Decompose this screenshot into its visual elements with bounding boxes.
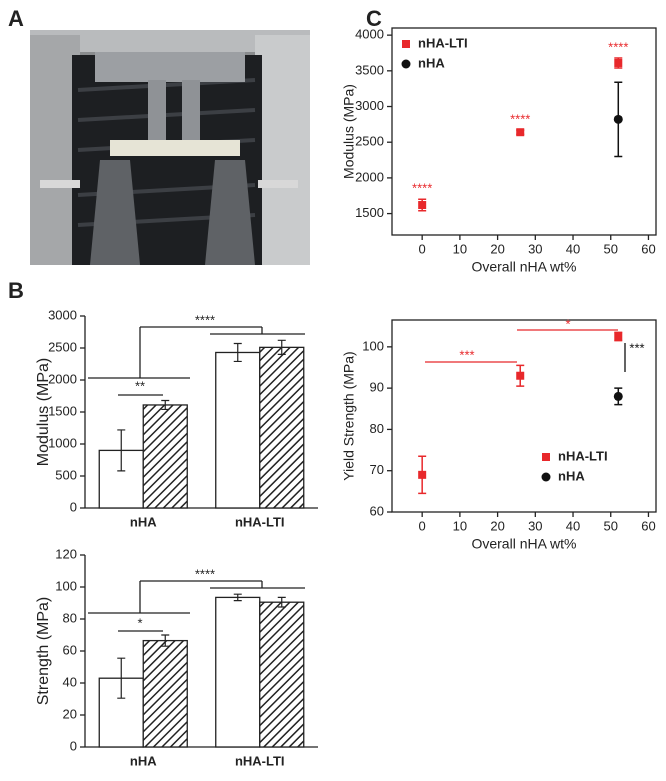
x-axis-label: Overall nHA wt% <box>471 536 576 552</box>
legend-marker <box>402 40 410 48</box>
significance: *** <box>629 340 644 355</box>
x-tick-label: 60 <box>641 518 655 533</box>
y-axis-label: Modulus (MPa) <box>35 358 52 466</box>
y-tick-label: 100 <box>362 338 384 353</box>
y-tick-label: 0 <box>70 738 77 753</box>
significance: *** <box>459 347 474 362</box>
error-bar <box>277 596 286 608</box>
y-tick-label: 1500 <box>355 205 384 220</box>
point <box>516 371 525 380</box>
significance: * <box>565 316 570 331</box>
significance: **** <box>195 566 215 581</box>
y-tick-label: 2500 <box>48 339 77 354</box>
point <box>613 114 623 124</box>
y-tick-label: 2000 <box>355 169 384 184</box>
y-tick-label: 20 <box>63 706 77 721</box>
significance: ** <box>135 378 145 393</box>
point <box>516 128 525 137</box>
plot-frame <box>391 27 657 236</box>
y-tick-label: 0 <box>70 499 77 514</box>
x-tick-label: 20 <box>490 241 504 256</box>
significance: * <box>137 615 142 630</box>
y-tick-label: 2500 <box>355 134 384 149</box>
x-tick-label: 0 <box>419 241 426 256</box>
y-tick-label: 60 <box>63 642 77 657</box>
significance: **** <box>510 112 530 127</box>
x-tick-label: 20 <box>490 518 504 533</box>
x-tick-label: 10 <box>453 518 467 533</box>
error-bar <box>117 429 126 472</box>
y-tick-label: 500 <box>55 467 77 482</box>
point <box>614 58 623 67</box>
bar <box>259 601 305 748</box>
y-tick-label: 2000 <box>48 371 77 386</box>
plot-frame <box>391 319 657 513</box>
y-tick-label: 1500 <box>48 403 77 418</box>
significance: **** <box>608 39 628 54</box>
x-tick-label: 30 <box>528 241 542 256</box>
error-bar <box>161 399 170 411</box>
x-tick-label: 50 <box>604 518 618 533</box>
legend-marker <box>542 453 550 461</box>
bar <box>215 351 261 509</box>
legend-label: nHA <box>418 55 445 70</box>
x-tick-label: 60 <box>641 241 655 256</box>
legend-label: nHA <box>558 468 585 483</box>
y-tick-label: 80 <box>370 421 384 436</box>
photo <box>30 30 310 265</box>
significance: **** <box>195 312 215 327</box>
x-tick-label: 0 <box>419 518 426 533</box>
error-bar <box>233 593 242 602</box>
x-tick-label: nHA-LTI <box>235 514 285 529</box>
x-tick-label: 10 <box>453 241 467 256</box>
y-tick-label: 90 <box>370 380 384 395</box>
y-axis-label: Strength (MPa) <box>35 597 52 705</box>
x-tick-label: nHA <box>130 753 157 768</box>
y-tick-label: 4000 <box>355 27 384 42</box>
error-bar <box>161 634 170 647</box>
y-tick-label: 3000 <box>355 98 384 113</box>
error-bar <box>277 339 286 355</box>
panel-label: B <box>8 278 24 303</box>
x-tick-label: 50 <box>604 241 618 256</box>
legend-label: nHA-LTI <box>418 35 468 50</box>
y-tick-label: 3500 <box>355 62 384 77</box>
bar <box>142 639 188 748</box>
y-tick-label: 40 <box>63 674 77 689</box>
bar <box>259 346 305 509</box>
point <box>418 470 427 479</box>
x-axis-label: Overall nHA wt% <box>471 259 576 275</box>
bar <box>215 596 261 748</box>
panel-label: C <box>366 6 382 31</box>
point <box>613 391 623 401</box>
y-tick-label: 60 <box>370 503 384 518</box>
y-axis-label: Modulus (MPa) <box>341 84 357 179</box>
point <box>418 201 427 210</box>
panel-label: A <box>8 6 24 31</box>
y-tick-label: 1000 <box>48 435 77 450</box>
x-tick-label: nHA-LTI <box>235 753 285 768</box>
x-tick-label: 30 <box>528 518 542 533</box>
x-tick-label: nHA <box>130 514 157 529</box>
legend-label: nHA-LTI <box>558 448 608 463</box>
y-tick-label: 120 <box>55 546 77 561</box>
y-tick-label: 80 <box>63 610 77 625</box>
point <box>614 332 623 341</box>
y-axis-label: Yield Strength (MPa) <box>341 351 357 480</box>
legend-marker <box>541 472 551 482</box>
y-tick-label: 70 <box>370 462 384 477</box>
bar <box>142 404 188 509</box>
error-bar <box>117 657 126 699</box>
y-tick-label: 3000 <box>48 307 77 322</box>
legend-marker <box>401 59 411 69</box>
error-bar <box>233 342 242 363</box>
significance: **** <box>412 181 432 196</box>
y-tick-label: 100 <box>55 578 77 593</box>
x-tick-label: 40 <box>566 518 580 533</box>
x-tick-label: 40 <box>566 241 580 256</box>
